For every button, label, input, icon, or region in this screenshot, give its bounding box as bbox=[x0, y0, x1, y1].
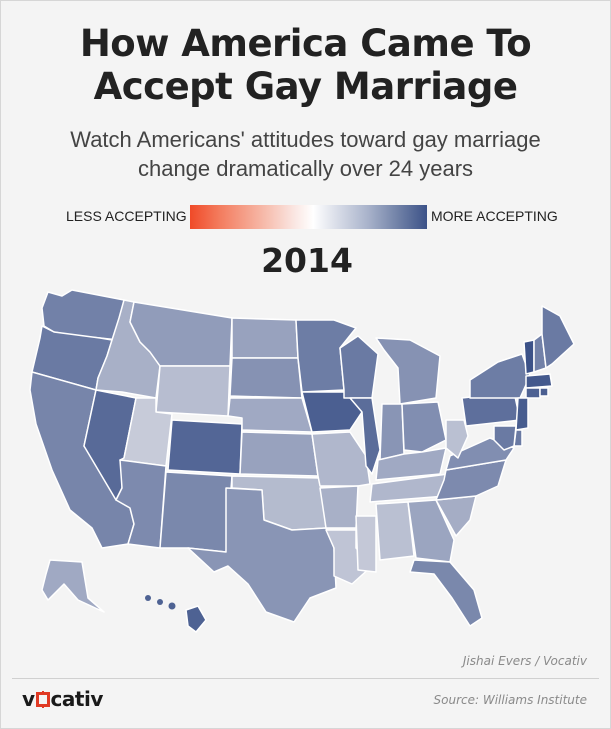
subtitle-line-1: Watch Americans' attitudes toward gay ma… bbox=[70, 127, 541, 152]
logo-text-end: cativ bbox=[50, 687, 104, 711]
legend-more-accepting-label: MORE ACCEPTING bbox=[431, 208, 558, 224]
state-ak bbox=[41, 559, 105, 613]
state-wv bbox=[445, 419, 469, 459]
subtitle-line-2: change dramatically over 24 years bbox=[137, 156, 474, 181]
state-ri bbox=[539, 387, 549, 397]
state-hi bbox=[185, 605, 207, 633]
state-wi bbox=[339, 335, 379, 399]
legend-color-scale bbox=[190, 205, 427, 229]
page-title: How America Came To Accept Gay Marriage bbox=[0, 22, 611, 108]
year-label: 2014 bbox=[261, 241, 353, 280]
state-hi-island-3 bbox=[168, 602, 176, 610]
title-line-2: Accept Gay Marriage bbox=[93, 65, 518, 108]
state-in bbox=[379, 403, 405, 461]
vocativ-logo: v cativ bbox=[22, 687, 103, 711]
legend-less-accepting-label: LESS ACCEPTING bbox=[66, 208, 187, 224]
state-tx bbox=[187, 487, 337, 623]
state-nm bbox=[159, 471, 233, 553]
state-ga bbox=[407, 499, 455, 563]
state-ne bbox=[227, 397, 313, 433]
state-fl bbox=[409, 559, 483, 627]
state-mo bbox=[311, 431, 371, 487]
state-nd bbox=[231, 317, 299, 359]
state-al bbox=[375, 501, 415, 561]
state-ms bbox=[355, 515, 377, 573]
source-note: Source: Williams Institute bbox=[433, 693, 587, 707]
state-co bbox=[167, 419, 243, 475]
state-va bbox=[445, 437, 515, 471]
title-line-1: How America Came To bbox=[79, 22, 532, 65]
state-me bbox=[541, 305, 575, 369]
state-mi bbox=[375, 337, 441, 405]
footer-divider bbox=[12, 678, 599, 679]
state-ut bbox=[119, 397, 173, 467]
state-hi-island-1 bbox=[145, 595, 151, 601]
state-md bbox=[493, 425, 517, 451]
logo-crosshair-icon bbox=[35, 691, 50, 708]
state-oh bbox=[401, 401, 447, 453]
state-ks bbox=[239, 431, 319, 477]
state-ar bbox=[319, 485, 359, 529]
state-ct bbox=[525, 387, 541, 399]
state-il bbox=[349, 397, 381, 475]
state-ma bbox=[525, 373, 553, 389]
state-sd bbox=[229, 357, 303, 399]
state-vt bbox=[523, 339, 535, 375]
state-wy bbox=[155, 365, 231, 417]
subtitle: Watch Americans' attitudes toward gay ma… bbox=[0, 125, 611, 183]
logo-text-start: v bbox=[22, 687, 35, 711]
author-credit: Jishai Evers / Vocativ bbox=[462, 654, 587, 668]
state-hi-island-2 bbox=[157, 599, 163, 605]
state-ny bbox=[469, 353, 531, 399]
state-nj bbox=[515, 397, 529, 431]
us-state-map bbox=[29, 289, 575, 633]
